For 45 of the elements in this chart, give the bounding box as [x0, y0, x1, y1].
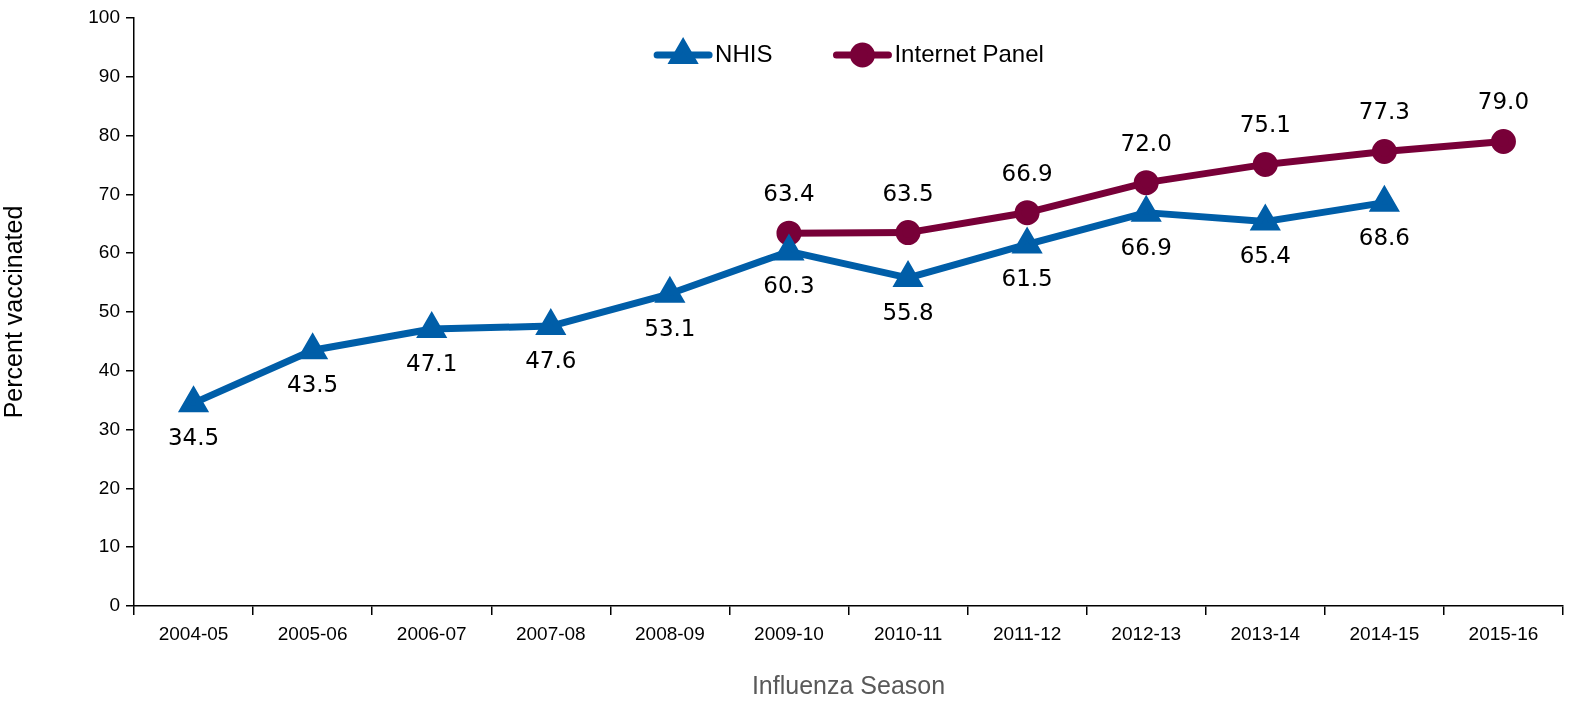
y-tick-label: 90: [98, 65, 120, 87]
y-tick-label: 70: [98, 182, 120, 204]
data-label: 66.9: [1001, 159, 1053, 186]
data-label: 75.1: [1239, 111, 1291, 138]
data-label: 72.0: [1120, 129, 1172, 156]
data-label: 63.4: [763, 180, 815, 207]
data-label: 60.3: [763, 272, 815, 299]
legend-label: NHIS: [715, 39, 773, 67]
y-tick-label: 0: [109, 594, 120, 616]
x-tick-label: 2005-06: [277, 622, 348, 644]
x-tick-label: 2014-15: [1349, 622, 1420, 644]
x-tick-label: 2015-16: [1468, 622, 1539, 644]
data-label: 66.9: [1120, 233, 1172, 260]
y-tick-label: 80: [98, 123, 120, 145]
data-label: 47.1: [406, 350, 458, 377]
data-label: 53.1: [644, 314, 696, 341]
y-tick-label: 60: [98, 241, 120, 263]
data-label: 77.3: [1358, 98, 1410, 125]
data-label: 43.5: [287, 371, 339, 398]
x-tick-label: 2009-10: [754, 622, 824, 644]
data-label: 63.5: [882, 179, 934, 206]
x-tick-label: 2006-07: [396, 622, 467, 644]
x-tick-label: 2013-14: [1230, 622, 1301, 644]
y-axis-title: Percent vaccinated: [0, 205, 27, 419]
data-label: 61.5: [1001, 265, 1053, 292]
x-tick-label: 2008-09: [635, 622, 705, 644]
data-label: 34.5: [167, 424, 220, 451]
x-tick-label: 2011-12: [992, 622, 1062, 644]
data-label: 65.4: [1239, 242, 1291, 269]
x-tick-label: 2004-05: [158, 622, 229, 644]
y-tick-label: 50: [98, 300, 120, 322]
data-label: 47.6: [525, 347, 577, 374]
y-tick-label: 100: [88, 6, 120, 28]
data-label: 68.6: [1358, 223, 1410, 250]
y-tick-label: 40: [98, 359, 120, 381]
data-label: 55.8: [882, 298, 934, 325]
y-tick-label: 30: [98, 417, 120, 439]
y-tick-label: 10: [98, 535, 120, 557]
legend-label: Internet Panel: [894, 39, 1044, 67]
x-tick-label: 2010-11: [873, 622, 943, 644]
y-tick-label: 20: [98, 476, 120, 498]
data-label: 79.0: [1477, 88, 1530, 115]
x-axis-title: Influenza Season: [751, 670, 946, 699]
x-tick-label: 2012-13: [1111, 622, 1182, 644]
x-tick-label: 2007-08: [515, 622, 586, 644]
